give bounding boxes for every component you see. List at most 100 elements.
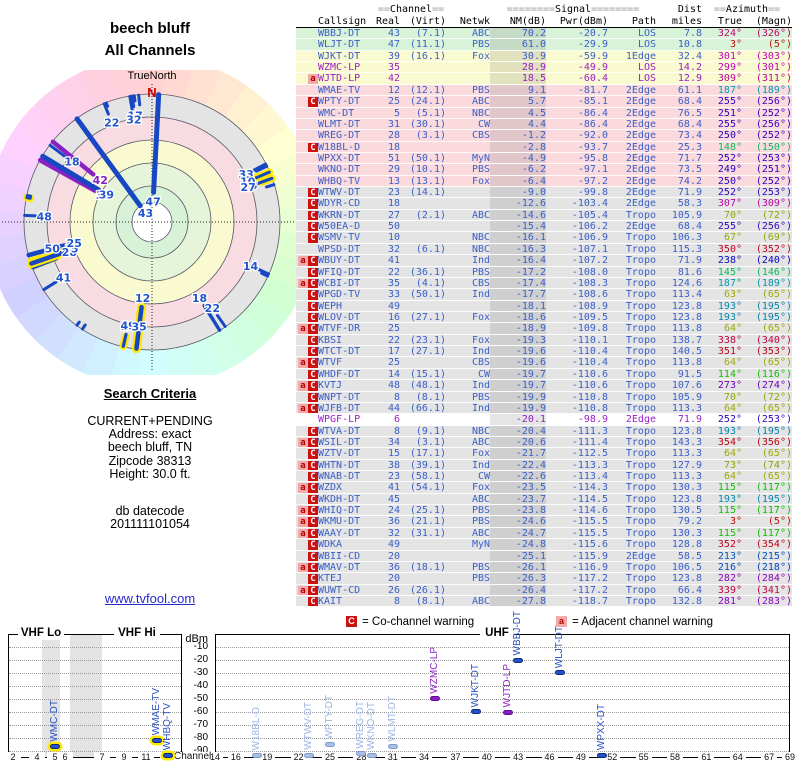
- channel-tick-label: 9: [116, 752, 132, 762]
- azimuth-hue-wedge: [224, 312, 270, 359]
- azimuth-hue-wedge: [81, 70, 120, 107]
- network-cell: NBC: [471, 425, 490, 436]
- station-label: WLJT-DT: [554, 625, 565, 668]
- real-channel-cell: 42: [387, 73, 400, 84]
- azimuth-magnetic-cell: (353°): [755, 346, 792, 357]
- real-channel-cell: 38: [387, 459, 400, 471]
- path-cell: LOS: [637, 73, 656, 84]
- azimuth-hue-wedge: [15, 104, 62, 150]
- nm-db-cell: -20.1: [490, 414, 546, 425]
- warning-cell: C: [296, 289, 318, 300]
- callsign-cell: WSMV-TV: [318, 232, 361, 243]
- table-row: C WTCT-DT 17 (27.1) Ind -19.6 -110.4 Tropo 140.5…: [296, 346, 792, 358]
- real-channel-cell: 25: [387, 357, 400, 368]
- column-header-cell: Path: [631, 16, 656, 27]
- distance-cell: 25.3: [677, 141, 702, 152]
- warning-cell: C: [296, 346, 318, 357]
- gridline: [216, 751, 789, 752]
- radar-channel-label: 25: [67, 237, 82, 250]
- co-channel-warning-badge: C: [308, 347, 318, 357]
- virtual-channel-cell: [400, 551, 446, 561]
- virtual-channel-cell: [400, 301, 446, 311]
- path-cell: 2Edge: [625, 141, 656, 152]
- nm-db-cell: 4.4: [490, 118, 546, 130]
- azimuth-true-cell: 3°: [729, 516, 742, 527]
- network-cell: ABC: [471, 28, 490, 39]
- real-channel-cell: 20: [387, 550, 400, 561]
- real-channel-cell: 36: [387, 516, 400, 527]
- power-dbm-cell: -108.0: [571, 266, 608, 277]
- callsign-cell: WMC-DT: [318, 107, 355, 118]
- channel-tick-label: 16: [227, 752, 244, 762]
- distance-cell: 143.3: [671, 436, 702, 448]
- radar-spoke: [42, 280, 58, 292]
- radar-spoke: [265, 183, 276, 189]
- real-channel-cell: 50: [387, 221, 400, 232]
- callsign-cell: WREG-DT: [318, 130, 361, 141]
- adjacent-warning-badge: a: [298, 403, 308, 414]
- power-dbm-cell: -95.8: [577, 152, 608, 164]
- radar-channel-label: 27: [241, 181, 256, 194]
- callsign-cell: WJTD-LP: [318, 73, 361, 84]
- real-channel-cell: 8: [393, 595, 400, 607]
- co-channel-warning-badge: C: [308, 551, 318, 561]
- gridline: [216, 673, 789, 674]
- callsign-cell: WNPT-DT: [318, 391, 361, 402]
- callsign-cell: WLOV-DT: [318, 311, 361, 323]
- virtual-channel-cell: [400, 414, 446, 424]
- gridline: [216, 712, 789, 713]
- network-cell: [446, 221, 490, 231]
- real-channel-cell: 23: [387, 471, 400, 482]
- warning-cell: C: [296, 301, 318, 311]
- azimuth-true-cell: 70°: [723, 209, 742, 221]
- radar-channel-label: 41: [56, 271, 71, 284]
- nm-db-cell: -20.4: [490, 425, 546, 436]
- callsign-cell: WTWV-DT: [318, 187, 361, 198]
- power-dbm-cell: -106.2: [571, 221, 608, 232]
- radar-channel-label: 32: [126, 113, 141, 126]
- search-criteria-line: CURRENT+PENDING: [87, 414, 213, 428]
- azimuth-magnetic-cell: (256°): [755, 96, 792, 107]
- channel-tick-label: 46: [541, 752, 558, 762]
- co-channel-warning-badge: C: [308, 483, 318, 493]
- nm-db-cell: -19.9: [490, 391, 546, 402]
- tvfool-link[interactable]: www.tvfool.com: [104, 591, 196, 607]
- path-cell: 2Edge: [625, 414, 656, 425]
- distance-cell: 113.3: [671, 402, 702, 414]
- table-row: C WDYR-CD 18 -12.6 -103.4 2Edge 58.3 307° (309°): [296, 198, 792, 210]
- path-cell: 2Edge: [625, 175, 656, 187]
- callsign-cell: WTCT-DT: [318, 346, 361, 357]
- nm-db-cell: -21.7: [490, 448, 546, 459]
- azimuth-magnetic-cell: (283°): [755, 595, 792, 607]
- column-header-cell: NM(dB): [509, 16, 546, 27]
- nm-db-cell: 28.9: [490, 62, 546, 73]
- azimuth-magnetic-cell: (253°): [755, 152, 792, 164]
- virtual-channel-cell: (15.1): [409, 368, 446, 380]
- distance-cell: 113.3: [671, 471, 702, 482]
- channel-tick-label: 31: [384, 752, 401, 762]
- network-cell: PBS: [471, 39, 490, 50]
- path-cell: 2Edge: [625, 107, 656, 118]
- warning-cell: [296, 51, 318, 61]
- radar-channel-label: 12: [135, 292, 150, 305]
- table-row: WKNO-DT 29 (10.1) PBS -6.2 -97.1 2Edge 73.5 249°…: [296, 164, 792, 176]
- real-channel-cell: 51: [387, 152, 400, 164]
- azimuth-hue-wedge: [34, 85, 80, 132]
- nm-db-cell: -25.1: [490, 550, 546, 561]
- warning-cell: C: [296, 187, 318, 198]
- path-cell: Tropo: [625, 266, 656, 277]
- table-row: a C WUWT-CD 26 (26.1) -26.4 -117.2 Tropo 66.4 339…: [296, 584, 792, 596]
- nm-db-cell: -22.4: [490, 459, 546, 471]
- warning-cell: a: [296, 73, 318, 84]
- real-channel-cell: 17: [387, 346, 400, 357]
- channel-tick-label: 69: [782, 752, 798, 762]
- azimuth-hue-wedge: [162, 70, 194, 99]
- table-row: a C WMAV-DT 36 (18.1) PBS -26.1 -116.9 Tropo 106.…: [296, 561, 792, 574]
- power-dbm-cell: -107.2: [571, 255, 608, 266]
- co-channel-warning-badge: C: [308, 460, 318, 471]
- real-channel-cell: 23: [387, 187, 400, 198]
- virtual-channel-cell: (4.1): [415, 277, 446, 289]
- co-channel-warning-badge: C: [308, 188, 318, 198]
- azimuth-true-cell: 249°: [717, 164, 742, 175]
